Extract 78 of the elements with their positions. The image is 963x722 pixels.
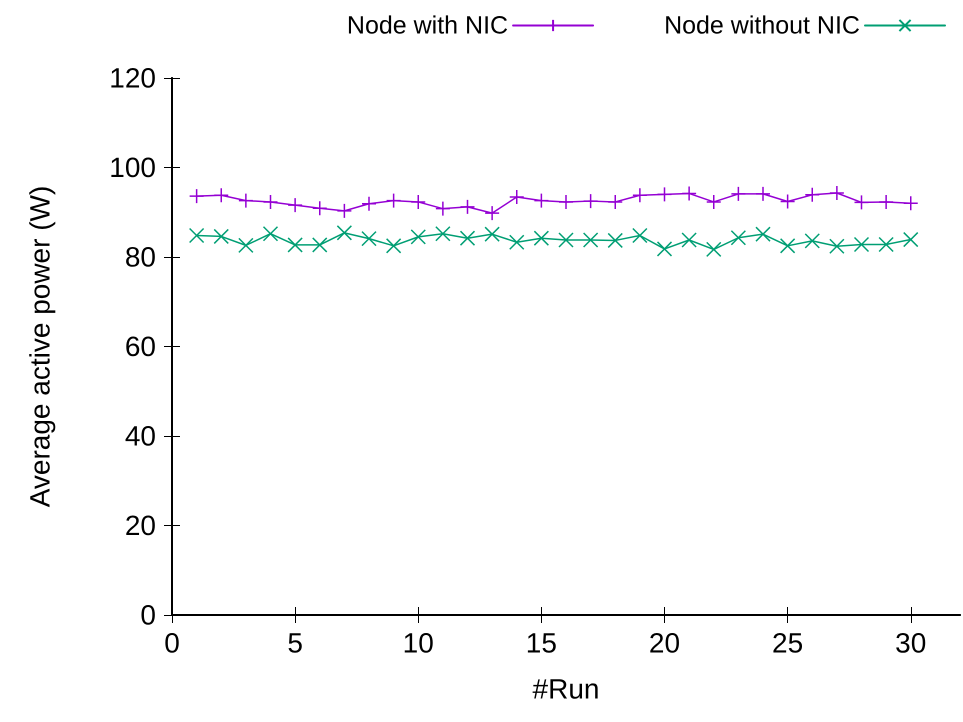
point	[780, 194, 796, 210]
point	[656, 186, 672, 202]
point	[484, 205, 500, 221]
point	[582, 193, 598, 209]
point	[582, 232, 598, 248]
point	[780, 238, 796, 254]
y-tick-label: 0	[140, 600, 156, 630]
y-axis-title: Average active power (W)	[24, 186, 56, 508]
point	[681, 232, 697, 248]
point	[410, 229, 426, 245]
point	[558, 194, 574, 210]
point	[336, 225, 352, 241]
point	[361, 196, 377, 212]
x-tick-label: 20	[648, 628, 680, 658]
point	[287, 237, 303, 253]
point	[214, 187, 229, 203]
x-tick-label: 25	[772, 628, 804, 658]
x-tick-label: 30	[895, 628, 926, 658]
point	[509, 234, 524, 250]
point	[534, 230, 550, 246]
y-tick-label: 100	[109, 152, 156, 183]
point	[435, 200, 451, 216]
point	[386, 238, 402, 254]
point	[287, 197, 303, 213]
point	[706, 194, 722, 210]
y-tick-label: 80	[124, 242, 156, 272]
point	[435, 226, 451, 242]
point	[829, 185, 845, 201]
point	[903, 232, 918, 248]
legend-label: Node without NIC	[664, 12, 860, 40]
point	[262, 226, 278, 242]
point	[214, 228, 229, 244]
point	[829, 238, 845, 254]
point	[484, 226, 500, 242]
point	[656, 241, 672, 257]
point	[460, 230, 476, 246]
point	[558, 232, 574, 248]
legend-label: Node with NIC	[346, 12, 508, 40]
point	[632, 187, 648, 203]
x-tick-label: 10	[402, 628, 434, 658]
point	[854, 194, 870, 210]
point	[336, 203, 352, 219]
point	[534, 192, 550, 208]
x-tick-label: 0	[164, 628, 180, 658]
point	[312, 237, 328, 253]
point	[878, 194, 894, 210]
y-tick-label: 20	[124, 510, 156, 541]
point	[460, 199, 476, 215]
point	[804, 233, 820, 249]
point	[632, 228, 648, 244]
point	[878, 236, 894, 252]
point	[509, 189, 524, 205]
x-tick-label: 15	[526, 628, 557, 658]
y-tick-label: 120	[109, 62, 156, 94]
point	[681, 186, 697, 202]
point	[188, 188, 204, 204]
point	[706, 242, 722, 258]
point	[755, 226, 771, 242]
point	[386, 192, 402, 208]
point	[804, 187, 820, 203]
x-tick-label: 5	[287, 628, 303, 658]
point	[312, 200, 328, 216]
point	[188, 228, 204, 244]
point	[238, 192, 254, 208]
point	[730, 230, 746, 246]
point	[854, 236, 870, 252]
point	[238, 238, 254, 254]
point	[410, 194, 426, 210]
point	[903, 196, 918, 212]
point	[608, 194, 623, 210]
point	[755, 186, 771, 202]
point	[730, 186, 746, 202]
point	[361, 230, 377, 246]
x-axis-title: #Run	[532, 674, 600, 704]
point	[608, 232, 623, 248]
y-tick-label: 60	[124, 331, 156, 362]
point	[262, 194, 278, 210]
y-tick-label: 40	[124, 420, 156, 452]
